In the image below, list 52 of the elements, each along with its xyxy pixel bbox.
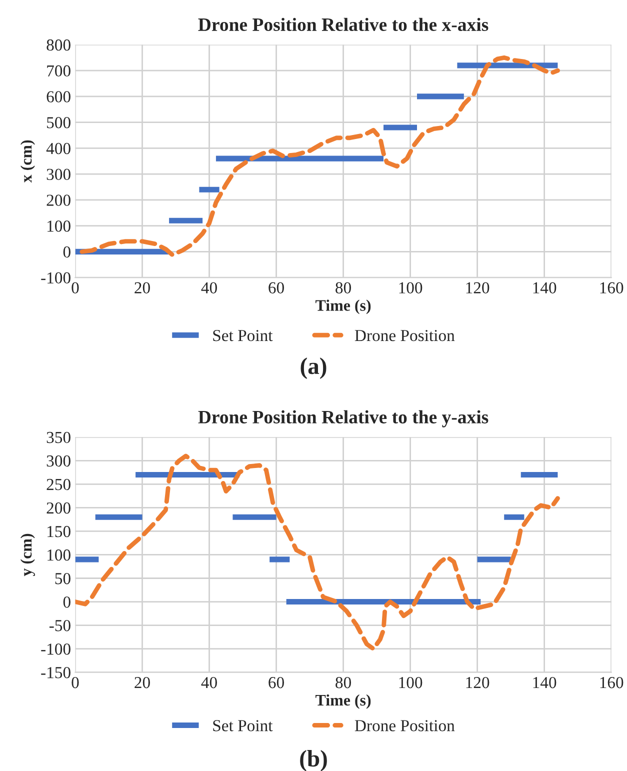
x-tick-label: 160 xyxy=(600,282,624,294)
y-tick-label: 800 xyxy=(46,39,70,51)
x-tick-label: 40 xyxy=(201,676,217,688)
y-tick-label: 250 xyxy=(46,478,70,490)
x-tick-label: 100 xyxy=(399,676,422,688)
y-tick-label: 300 xyxy=(46,168,70,180)
y-tick-label: 150 xyxy=(48,526,70,538)
x-tick-label: 120 xyxy=(466,282,490,294)
x-tick-label: 120 xyxy=(466,676,490,688)
y-tick-label: 300 xyxy=(46,455,70,467)
y-tick-label: 0 xyxy=(63,246,70,258)
y-tick-label: 100 xyxy=(48,220,70,232)
x-axis-title: Time (s) xyxy=(316,694,371,709)
y-tick-label: 100 xyxy=(48,549,70,561)
y-tick-label: 50 xyxy=(55,572,70,584)
x-tick-label: 0 xyxy=(72,282,79,294)
x-tick-label: 160 xyxy=(600,676,624,688)
chart-title: Drone Position Relative to the y-axis xyxy=(198,410,488,428)
x-tick-label: 80 xyxy=(336,282,351,294)
x-axis-title: Time (s) xyxy=(316,300,371,314)
y-tick-label: 400 xyxy=(46,142,70,154)
y-tick-label: 350 xyxy=(46,432,70,444)
y-axis-title: x (cm) xyxy=(20,140,35,183)
legend-label: Drone Position xyxy=(354,330,455,342)
y-tick-label: 500 xyxy=(47,117,70,128)
y-tick-label: 200 xyxy=(46,502,70,514)
legend-label: Set Point xyxy=(213,720,273,732)
y-tick-label: 200 xyxy=(46,194,70,206)
x-tick-label: 60 xyxy=(268,676,284,688)
y-tick-label: 600 xyxy=(46,91,70,102)
x-tick-label: 20 xyxy=(134,676,150,688)
y-tick-label: 0 xyxy=(63,596,70,608)
legend-label: Set Point xyxy=(213,330,273,342)
x-tick-label: 60 xyxy=(268,282,284,294)
x-tick-label: 140 xyxy=(533,282,556,294)
chart-title: Drone Position Relative to the x-axis xyxy=(198,18,488,32)
y-tick-label: -50 xyxy=(49,620,70,632)
legend-label: Drone Position xyxy=(354,720,455,732)
y-tick-label: -100 xyxy=(41,643,70,655)
text: (b) xyxy=(300,750,327,771)
x-tick-label: 100 xyxy=(399,282,422,294)
x-tick-label: 140 xyxy=(533,676,556,688)
y-tick-label: 700 xyxy=(47,65,70,77)
text: (a) xyxy=(300,358,326,379)
y-tick-label: -150 xyxy=(41,667,70,678)
x-tick-label: 40 xyxy=(201,282,217,294)
line-series xyxy=(75,454,560,652)
y-tick-label: -100 xyxy=(41,272,70,284)
x-tick-label: 20 xyxy=(134,282,150,294)
x-tick-label: 0 xyxy=(72,676,79,688)
y-axis-title: y (cm) xyxy=(20,534,35,576)
x-tick-label: 80 xyxy=(336,676,351,688)
